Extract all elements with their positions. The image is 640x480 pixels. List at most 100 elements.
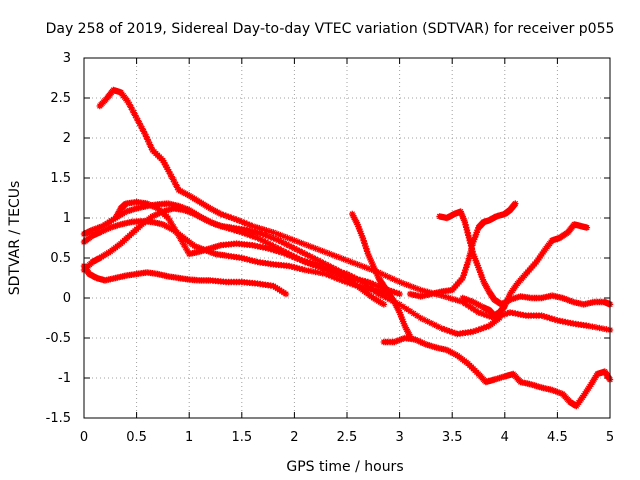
data-point (280, 250, 288, 257)
data-point (478, 274, 486, 281)
data-point (603, 326, 610, 333)
data-point (322, 270, 330, 278)
data-point (263, 227, 270, 234)
data-point (413, 285, 421, 292)
data-point (308, 268, 316, 275)
data-point (415, 338, 423, 345)
data-point (468, 245, 476, 252)
data-point (182, 207, 189, 214)
data-point (89, 226, 96, 234)
data-point (173, 229, 181, 236)
data-point (168, 173, 175, 180)
data-point (363, 248, 371, 255)
data-point (505, 294, 512, 302)
data-point (378, 292, 386, 299)
data-point (150, 212, 158, 219)
data-point (228, 226, 235, 233)
data-point (460, 272, 467, 279)
data-point (126, 101, 133, 108)
data-point (228, 214, 235, 221)
data-point (299, 257, 306, 264)
data-point (280, 239, 288, 247)
data-point (551, 316, 558, 323)
data-point (246, 232, 253, 239)
data-point (335, 268, 343, 276)
data-point (343, 270, 351, 278)
data-point (180, 241, 188, 248)
data-point (473, 259, 480, 267)
data-point (230, 215, 238, 222)
data-point (589, 323, 596, 330)
data-point (288, 263, 295, 270)
data-point (504, 296, 511, 304)
data-point (241, 230, 248, 237)
data-point (458, 211, 466, 219)
y-tick-label: 3 (63, 51, 71, 66)
data-point (160, 159, 168, 166)
data-point (413, 337, 421, 344)
data-point (483, 312, 490, 319)
x-tick-label: 0 (80, 430, 88, 445)
data-point (146, 141, 154, 148)
data-point (399, 335, 407, 342)
data-point (417, 286, 424, 294)
y-tick-label: 2.5 (50, 91, 71, 106)
data-point (319, 270, 326, 277)
data-point (364, 265, 372, 272)
data-point (473, 229, 480, 236)
data-point (483, 323, 490, 331)
data-point (365, 252, 373, 260)
data-point (159, 157, 167, 164)
data-point (369, 260, 376, 268)
data-point (254, 229, 261, 236)
data-point (270, 246, 277, 254)
data-point (364, 282, 372, 290)
data-point (362, 280, 369, 288)
data-point (222, 212, 230, 220)
data-point (362, 284, 369, 292)
data-point (147, 144, 155, 151)
data-point (238, 254, 245, 262)
data-point (184, 247, 191, 255)
data-point (299, 249, 306, 256)
data-point (356, 277, 364, 284)
data-point (246, 221, 253, 229)
data-point (130, 109, 137, 116)
data-point (372, 288, 380, 296)
data-point (246, 256, 253, 264)
x-tick-label: 1.5 (231, 430, 252, 445)
data-point (287, 235, 295, 243)
data-point (170, 223, 177, 230)
data-point (241, 219, 248, 226)
data-point (561, 295, 568, 302)
data-point (461, 295, 468, 302)
data-point (272, 244, 280, 251)
data-point (194, 244, 202, 251)
data-point (372, 268, 380, 276)
data-point (140, 128, 147, 135)
y-tick-label: 0 (63, 291, 71, 306)
data-point (315, 269, 323, 276)
data-point (358, 232, 366, 239)
data-point (262, 238, 269, 246)
data-point (251, 233, 259, 241)
data-point (554, 388, 561, 396)
data-point (559, 294, 566, 302)
data-point (305, 267, 312, 274)
data-point (249, 232, 256, 240)
data-point (90, 226, 98, 233)
data-point (557, 390, 565, 397)
data-point (382, 294, 389, 301)
x-tick-label: 1 (185, 430, 193, 445)
data-point (149, 202, 156, 210)
x-tick-label: 2 (290, 430, 298, 445)
data-series (80, 86, 614, 410)
data-point (329, 251, 337, 259)
data-point (552, 388, 559, 395)
series-track-5 (80, 205, 403, 298)
y-axis-label: SDTVAR / TECUs (7, 181, 23, 296)
data-point (371, 266, 379, 274)
data-point (592, 324, 600, 331)
data-point (476, 266, 483, 274)
data-point (94, 224, 101, 232)
